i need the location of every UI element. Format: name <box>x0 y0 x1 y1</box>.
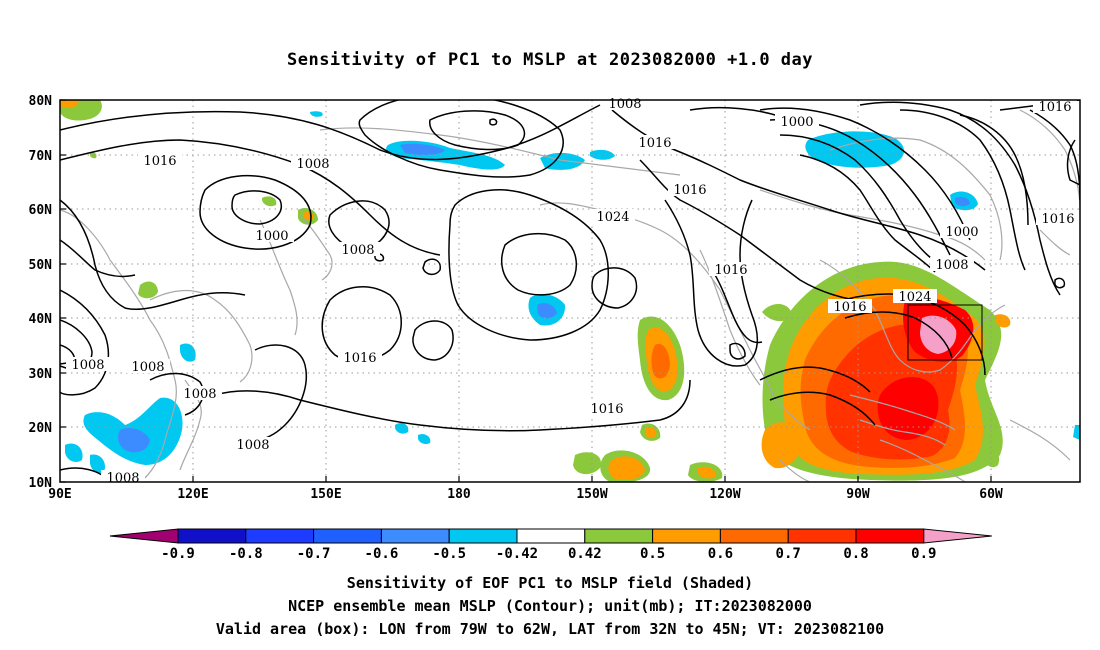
colorbar-segment <box>177 528 247 544</box>
lon-tick-label: 90E <box>48 487 71 502</box>
axis-ticks <box>60 99 992 483</box>
contour-label: 1016 <box>343 351 376 366</box>
colorbar-segment <box>719 528 789 544</box>
lon-tick-label: 150E <box>310 487 341 502</box>
contour-label: 1016 <box>638 136 671 151</box>
lon-tick-label: 120W <box>709 487 740 502</box>
contour-label: 1016 <box>833 300 866 315</box>
caption-line-1: Sensitivity of EOF PC1 to MSLP field (Sh… <box>346 574 754 592</box>
lon-tick-label: 180 <box>447 487 471 502</box>
lon-axis: 90E 120E 150E 180 150W 120W 90W 60W <box>48 487 1003 502</box>
colorbar-segment <box>584 528 654 544</box>
lon-tick-label: 60W <box>979 487 1003 502</box>
colorbar-label: -0.5 <box>432 546 466 562</box>
contour-label: 1016 <box>673 183 706 198</box>
colorbar-segment <box>448 528 518 544</box>
caption-line-2: NCEP ensemble mean MSLP (Contour); unit(… <box>288 597 812 615</box>
lat-tick-label: 50N <box>29 258 53 273</box>
colorbar-label: 0.42 <box>568 546 602 562</box>
contour-label: 1016 <box>1038 100 1071 115</box>
contour-label: 1000 <box>255 229 288 244</box>
contour-label: 1016 <box>143 154 176 169</box>
sensitivity-shading <box>60 100 1080 482</box>
contour-label: 1000 <box>945 225 978 240</box>
lat-tick-label: 10N <box>29 476 53 491</box>
colorbar-label: 0.5 <box>640 546 665 562</box>
contour-label-group: 1008 1016 1016 1000 1008 1016 1000 1016 … <box>66 96 1080 486</box>
lat-axis: 80N 70N 60N 50N 40N 30N 20N 10N <box>29 94 53 491</box>
map-frame <box>59 99 1081 483</box>
colorbar-label: -0.9 <box>161 546 195 562</box>
colorbar-segment <box>787 528 857 544</box>
colorbar-segment <box>245 528 315 544</box>
colorbar-segment <box>313 528 382 544</box>
colorbar-segment <box>652 528 721 544</box>
colorbar-right-arrow <box>923 528 992 544</box>
contour-label: 1016 <box>1041 212 1074 227</box>
contour-label: 1024 <box>898 290 931 305</box>
colorbar-label: 0.7 <box>776 546 801 562</box>
contour-label: 1008 <box>183 387 216 402</box>
colorbar-label: 0.8 <box>843 546 868 562</box>
caption-line-3: Valid area (box): LON from 79W to 62W, L… <box>215 620 885 638</box>
lat-tick-label: 20N <box>29 421 53 436</box>
colorbar-segment <box>516 528 586 544</box>
lon-tick-label: 150W <box>576 487 607 502</box>
lat-tick-label: 80N <box>29 94 53 109</box>
colorbar-label: -0.8 <box>229 546 263 562</box>
contour-label: 1008 <box>106 471 139 486</box>
colorbar-label: -0.42 <box>496 546 538 562</box>
contour-label: 1024 <box>596 210 629 225</box>
lat-tick-label: 60N <box>29 203 53 218</box>
figure-title: Sensitivity of PC1 to MSLP at 2023082000… <box>286 50 813 70</box>
contour-label: 1000 <box>780 115 813 130</box>
colorbar-label: -0.7 <box>297 546 331 562</box>
contour-label: 1008 <box>341 243 374 258</box>
coastlines <box>60 109 1080 482</box>
contour-label: 1008 <box>131 360 164 375</box>
contour-label: 1008 <box>296 157 329 172</box>
contour-label: 1008 <box>935 258 968 273</box>
colorbar-label: -0.6 <box>365 546 399 562</box>
lon-tick-label: 90W <box>846 487 870 502</box>
valid-area-box <box>907 304 983 361</box>
colorbar-segment <box>855 528 925 544</box>
colorbar-label: 0.9 <box>911 546 936 562</box>
colorbar-segment <box>380 528 450 544</box>
contour-label: 1016 <box>714 263 747 278</box>
lat-tick-label: 40N <box>29 312 53 327</box>
contour-label: 1016 <box>590 402 623 417</box>
colorbar-left-arrow <box>109 528 179 544</box>
lat-tick-label: 30N <box>29 367 53 382</box>
lon-tick-label: 120E <box>177 487 208 502</box>
contour-label: 1008 <box>236 438 269 453</box>
colorbar-label: 0.6 <box>708 546 733 562</box>
lat-tick-label: 70N <box>29 149 53 164</box>
colorbar: -0.9 -0.8 -0.7 -0.6 -0.5 -0.42 0.42 0.5 0.6 0.7 0.… <box>109 528 992 562</box>
contour-label: 1008 <box>71 358 104 373</box>
